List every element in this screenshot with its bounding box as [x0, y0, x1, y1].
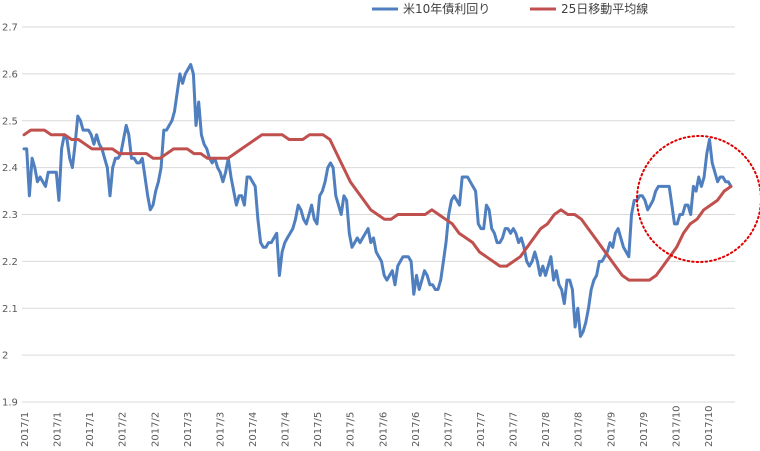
y-tick-label: 2.1	[2, 304, 18, 315]
legend-label: 米10年債利回り	[403, 1, 490, 16]
legend-label: 25日移動平均線	[561, 1, 648, 16]
x-tick-label: 2017/10	[671, 405, 682, 447]
x-tick-label: 2017/2	[118, 412, 129, 447]
y-tick-label: 2.7	[2, 23, 18, 34]
x-tick-label: 2017/4	[248, 412, 259, 447]
x-tick-label: 2017/1	[20, 412, 31, 447]
series-line-yield	[22, 63, 733, 338]
x-tick-label: 2017/3	[215, 412, 226, 447]
x-tick-label: 2017/1	[53, 412, 64, 447]
y-tick-label: 2.4	[2, 163, 18, 174]
x-tick-label: 2017/4	[281, 412, 292, 447]
x-tick-label: 2017/9	[606, 412, 617, 447]
series-line-moving-average	[22, 128, 733, 282]
y-tick-label: 2.3	[2, 210, 18, 221]
x-tick-label: 2017/7	[509, 412, 520, 447]
x-tick-label: 2017/8	[574, 412, 585, 447]
x-tick-label: 2017/7	[476, 412, 487, 447]
x-tick-label: 2017/6	[378, 412, 389, 447]
highlight-circle	[636, 135, 760, 263]
x-tick-label: 2017/8	[541, 412, 552, 447]
series-lines	[22, 63, 733, 338]
y-tick-label: 1.9	[2, 398, 18, 409]
y-tick-label: 2.5	[2, 116, 18, 127]
y-axis-tick-labels: 2.7 2.6 2.5 2.4 2.3 2.2 2.1 2 1.9	[2, 23, 18, 409]
x-axis-tick-labels: 2017/1 2017/1 2017/1 2017/2 2017/2 2017/3 2017…	[20, 405, 715, 447]
x-tick-label: 2017/1	[85, 412, 96, 447]
y-tick-label: 2.6	[2, 69, 18, 80]
x-tick-label: 2017/6	[411, 412, 422, 447]
y-tick-label: 2.2	[2, 257, 18, 268]
legend: 米10年債利回り 25日移動平均線	[372, 1, 648, 16]
x-tick-label: 2017/9	[639, 412, 650, 447]
x-tick-label: 2017/5	[313, 412, 324, 447]
x-tick-label: 2017/2	[150, 412, 161, 447]
x-tick-label: 2017/10	[704, 405, 715, 447]
x-tick-label: 2017/7	[443, 412, 454, 447]
x-tick-label: 2017/3	[183, 412, 194, 447]
y-tick-label: 2	[2, 351, 8, 362]
x-tick-label: 2017/5	[346, 412, 357, 447]
